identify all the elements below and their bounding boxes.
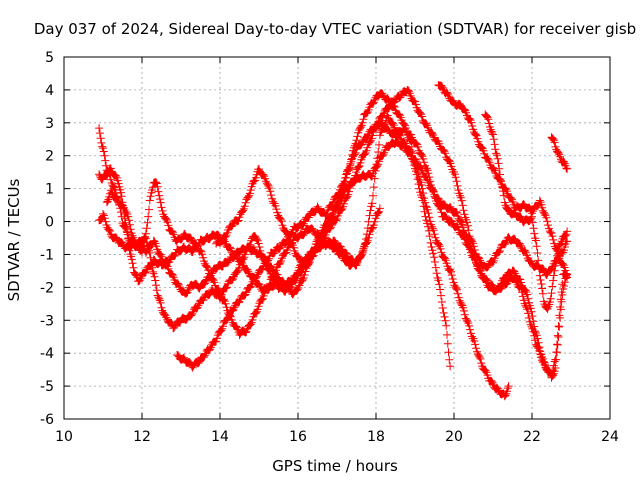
series-sat-5 [173, 118, 572, 381]
y-tick-label: 0 [45, 215, 54, 231]
x-tick-label: 12 [133, 429, 151, 445]
y-tick-label: 4 [45, 83, 54, 99]
x-tick-label: 20 [445, 429, 463, 445]
series-sat-9 [547, 133, 572, 173]
plus-markers [434, 81, 572, 279]
y-tick-label: 5 [45, 50, 54, 66]
y-tick-label: 3 [45, 116, 54, 132]
x-tick-label: 18 [367, 429, 385, 445]
x-tick-label: 10 [55, 429, 73, 445]
y-tick-label: -2 [40, 280, 54, 296]
y-tick-label: -5 [40, 379, 54, 395]
x-axis-label: GPS time / hours [272, 457, 398, 475]
y-tick-label: -4 [40, 346, 54, 362]
series-sat-7 [434, 81, 572, 279]
data-points [95, 81, 572, 401]
y-tick-label: -3 [40, 313, 54, 329]
y-tick-label: -1 [40, 247, 54, 263]
y-tick-label: 1 [45, 182, 54, 198]
x-tick-label: 22 [523, 429, 541, 445]
x-tick-label: 14 [211, 429, 229, 445]
chart-title: Day 037 of 2024, Sidereal Day-to-day VTE… [34, 20, 636, 38]
y-axis-label: SDTVAR / TECUs [5, 178, 23, 301]
y-tick-label: -6 [40, 412, 54, 428]
plus-markers [173, 118, 572, 381]
series-sat-8 [481, 110, 572, 313]
plot-frame [63, 56, 611, 420]
series-sat-4 [102, 178, 384, 339]
plus-markers [212, 86, 572, 279]
plus-markers [102, 178, 384, 339]
y-tick-label: 2 [45, 149, 54, 165]
series-sat-6 [212, 86, 572, 279]
x-tick-label: 24 [601, 429, 619, 445]
plus-markers [481, 110, 572, 313]
plus-markers [547, 133, 572, 173]
x-tick-label: 16 [289, 429, 307, 445]
